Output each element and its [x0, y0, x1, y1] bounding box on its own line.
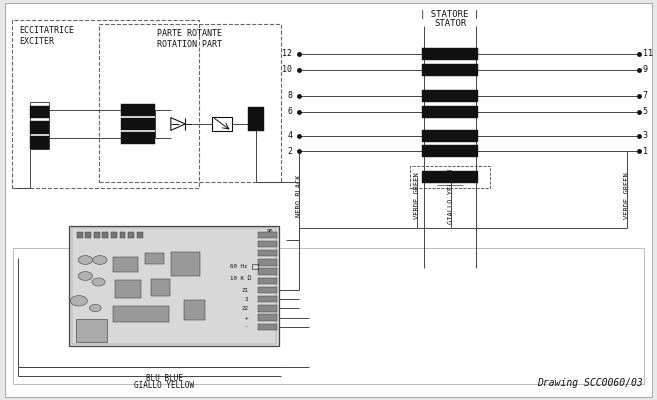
Text: 1: 1 [643, 147, 648, 156]
Bar [121, 132, 155, 144]
Bar [12, 20, 199, 188]
Bar [102, 232, 108, 238]
Text: 10 K Ω: 10 K Ω [230, 276, 251, 280]
Bar [422, 48, 478, 60]
Text: 90: 90 [266, 229, 273, 234]
Circle shape [93, 256, 107, 264]
Text: 11: 11 [643, 50, 652, 58]
Text: Drawing SCC0060/03: Drawing SCC0060/03 [537, 378, 643, 388]
Text: 2: 2 [287, 147, 292, 156]
Bar [30, 121, 49, 134]
Bar [30, 136, 49, 149]
Text: +: + [245, 315, 248, 320]
Bar [145, 253, 164, 264]
Bar [128, 232, 134, 238]
Bar [111, 232, 117, 238]
Bar [258, 259, 277, 266]
Text: 3: 3 [643, 132, 648, 140]
Bar [422, 130, 478, 142]
Text: 7: 7 [643, 92, 648, 100]
Bar [137, 232, 143, 238]
Text: VERDE GREEN: VERDE GREEN [414, 173, 420, 219]
Text: GIALLO YELLOW: GIALLO YELLOW [134, 381, 194, 390]
Text: 8: 8 [287, 92, 292, 100]
Bar [151, 279, 170, 296]
Text: Z2: Z2 [241, 306, 248, 311]
Bar [99, 24, 281, 182]
Bar [258, 241, 277, 247]
Text: 10: 10 [283, 66, 292, 74]
Bar [422, 171, 478, 183]
Bar [410, 166, 490, 188]
Bar [72, 228, 276, 344]
Text: GIALLO YELLOW: GIALLO YELLOW [447, 168, 454, 224]
Circle shape [78, 272, 93, 280]
Text: 9: 9 [643, 66, 648, 74]
Circle shape [92, 278, 105, 286]
Circle shape [70, 296, 87, 306]
Bar [258, 268, 277, 275]
Bar [120, 232, 125, 238]
Text: Z1: Z1 [241, 288, 248, 292]
Bar [78, 321, 96, 332]
Bar [422, 90, 478, 102]
Text: 12: 12 [283, 50, 292, 58]
Bar [248, 107, 264, 131]
Bar [69, 226, 279, 346]
Bar [258, 278, 277, 284]
Bar [171, 252, 200, 276]
Text: ECCITATRICE
EXCITER: ECCITATRICE EXCITER [20, 26, 75, 46]
Bar [113, 306, 169, 322]
Circle shape [89, 304, 101, 312]
Text: VERDE GREEN: VERDE GREEN [624, 173, 631, 219]
Bar [422, 64, 478, 76]
Text: STATOR: STATOR [434, 19, 466, 28]
Bar [121, 104, 155, 116]
Bar [258, 232, 277, 238]
Bar [258, 296, 277, 302]
Text: BLU BLUE: BLU BLUE [146, 374, 183, 383]
Bar [30, 106, 49, 118]
Bar [422, 145, 478, 157]
Text: NERO BLACK: NERO BLACK [296, 175, 302, 217]
Bar [258, 324, 277, 330]
Bar [184, 300, 205, 320]
Text: 3: 3 [245, 297, 248, 302]
Text: -: - [245, 324, 248, 329]
Bar [13, 248, 644, 384]
Text: 60 Hz: 60 Hz [230, 264, 248, 268]
Bar [258, 305, 277, 312]
Bar [258, 250, 277, 256]
Bar [76, 319, 107, 342]
Text: | STATORE |: | STATORE | [420, 10, 480, 19]
Bar [113, 257, 138, 272]
Text: PARTE ROTANTE
ROTATION PART: PARTE ROTANTE ROTATION PART [158, 29, 222, 49]
Circle shape [78, 256, 93, 264]
Bar [258, 287, 277, 293]
Bar [115, 280, 141, 298]
Bar [258, 314, 277, 321]
Text: 6: 6 [287, 108, 292, 116]
Text: 4: 4 [287, 132, 292, 140]
Bar [94, 232, 100, 238]
Bar [85, 232, 91, 238]
Bar [77, 232, 83, 238]
Text: 5: 5 [643, 108, 648, 116]
Bar [422, 106, 478, 118]
Bar [252, 264, 258, 269]
Bar [212, 117, 232, 131]
Bar [121, 118, 155, 130]
